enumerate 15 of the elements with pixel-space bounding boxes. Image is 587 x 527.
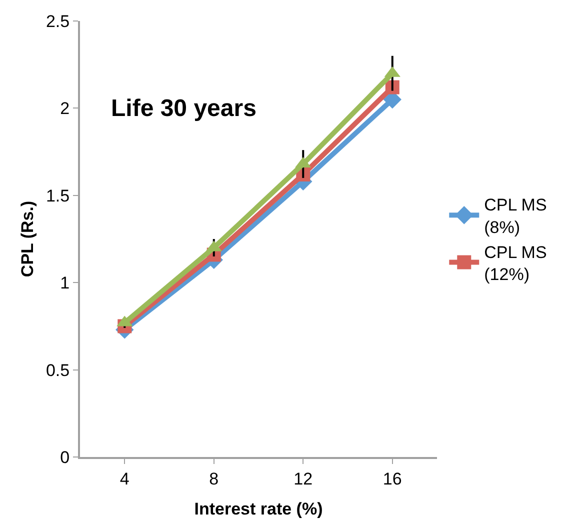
text: Life 30 years — [111, 95, 256, 122]
x-tick-label: 4 — [120, 469, 130, 488]
y-tick-label: 2 — [60, 99, 70, 118]
y-tick-label: 1.5 — [46, 186, 70, 206]
y-tick-label: 2.5 — [46, 12, 70, 31]
y-tick-label: 0 — [60, 448, 70, 467]
x-tick-label: 16 — [382, 469, 402, 488]
legend-label: CPL MS (12%) — [484, 242, 547, 284]
x-tick-label: 12 — [294, 469, 313, 488]
y-axis-title: CPL (Rs.) — [18, 200, 38, 278]
x-tick-label: 8 — [209, 469, 219, 488]
y-tick-label: 0.5 — [46, 360, 70, 380]
x-axis-title: Interest rate (%) — [194, 499, 323, 518]
y-tick-label: 1 — [60, 274, 70, 293]
legend-label: CPL MS (8%) — [484, 196, 547, 237]
